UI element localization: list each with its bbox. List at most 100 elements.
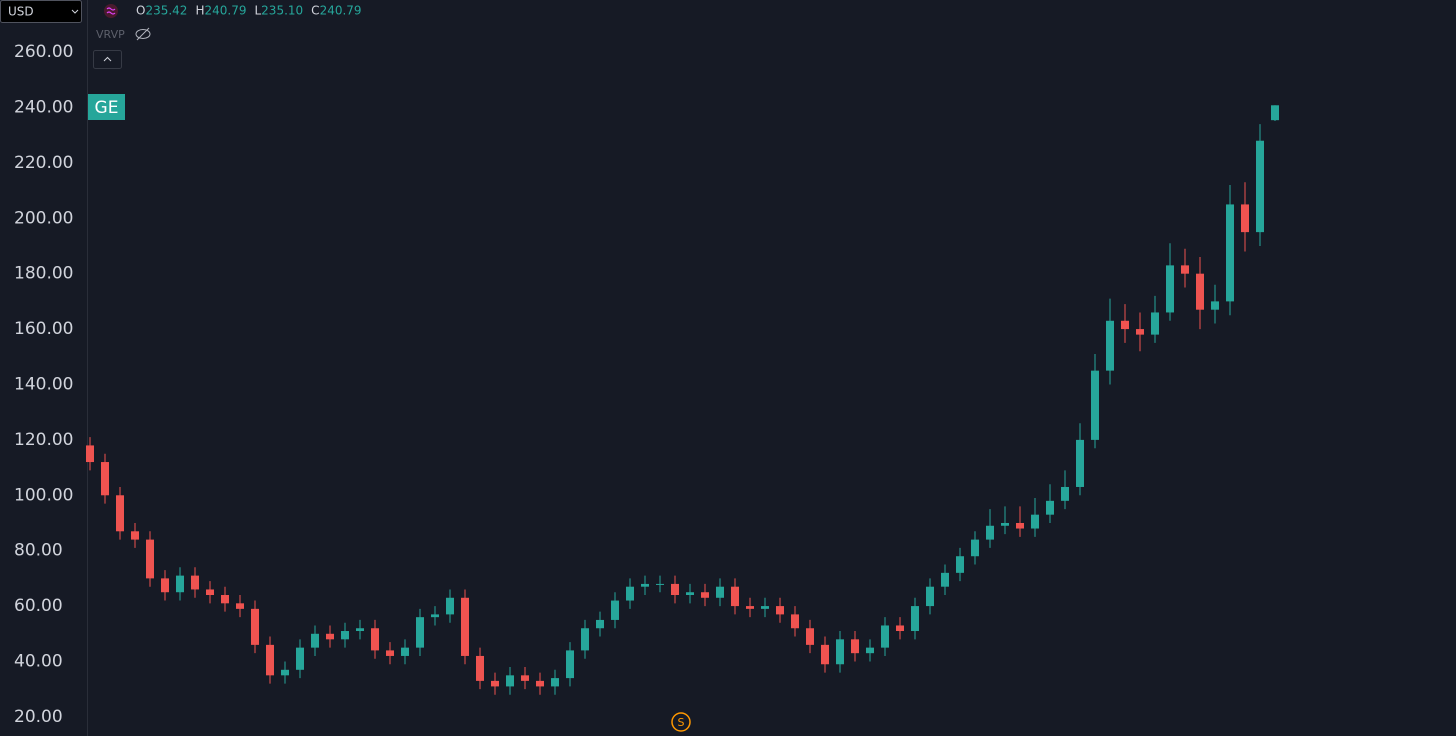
candle-body bbox=[761, 606, 769, 609]
candle-body bbox=[1181, 265, 1189, 274]
candle-body bbox=[1196, 273, 1204, 310]
candle-body bbox=[821, 644, 829, 665]
y-tick-label: 180.00 bbox=[14, 264, 73, 284]
symbol-badge bbox=[88, 94, 125, 120]
ohlc-value: 235.42 bbox=[145, 4, 187, 18]
candle-body bbox=[341, 631, 349, 640]
candle-body bbox=[1226, 204, 1234, 302]
candle-body bbox=[266, 644, 274, 676]
y-tick-label: 140.00 bbox=[14, 374, 73, 394]
candle-body bbox=[281, 669, 289, 676]
candle-body bbox=[1241, 204, 1249, 233]
candle-body bbox=[611, 600, 619, 620]
ohlc-value: 240.79 bbox=[204, 4, 246, 18]
candle-body bbox=[1211, 301, 1219, 310]
candle-body bbox=[1256, 140, 1264, 233]
candle-body bbox=[896, 625, 904, 632]
y-tick-label: 60.00 bbox=[14, 596, 63, 616]
candle-body bbox=[476, 655, 484, 681]
candle-body bbox=[536, 680, 544, 687]
candle-body bbox=[1136, 329, 1144, 335]
candle-body bbox=[386, 650, 394, 656]
candle-body bbox=[716, 586, 724, 598]
candle-body bbox=[416, 617, 424, 648]
y-tick-label: 120.00 bbox=[14, 430, 73, 450]
y-tick-label: 100.00 bbox=[14, 485, 73, 505]
ohlc-value: 240.79 bbox=[320, 4, 362, 18]
collapse-caret bbox=[103, 56, 112, 62]
candle-body bbox=[1031, 514, 1039, 529]
y-tick-label: 160.00 bbox=[14, 319, 73, 339]
dropdown-arrow bbox=[71, 9, 79, 14]
candle-body bbox=[1091, 370, 1099, 440]
hide-icon[interactable] bbox=[135, 27, 151, 41]
collapse-button[interactable] bbox=[93, 50, 122, 69]
candle-body bbox=[911, 606, 919, 632]
ohlc-key: C bbox=[311, 4, 319, 18]
candle-body bbox=[1001, 522, 1009, 526]
candle-body bbox=[671, 583, 679, 596]
candle-body bbox=[551, 678, 559, 687]
candle-body bbox=[746, 606, 754, 609]
candle-body bbox=[176, 575, 184, 593]
candle-body bbox=[731, 586, 739, 607]
candle-body bbox=[806, 628, 814, 645]
candle-body bbox=[446, 597, 454, 615]
y-tick-label: 80.00 bbox=[14, 541, 63, 561]
candle-body bbox=[371, 628, 379, 651]
y-tick-label: 200.00 bbox=[14, 208, 73, 228]
candle-body bbox=[1061, 486, 1069, 501]
candle-body bbox=[521, 675, 529, 681]
candle-body bbox=[851, 639, 859, 654]
symbol-icon-glyph bbox=[106, 7, 116, 15]
candle-body bbox=[146, 539, 154, 579]
currency-label[interactable]: USD bbox=[8, 5, 34, 19]
candle-body bbox=[866, 647, 874, 654]
candles bbox=[86, 105, 1279, 695]
candle-body bbox=[1166, 265, 1174, 313]
collapse-box[interactable] bbox=[93, 50, 122, 69]
y-tick-label: 240.00 bbox=[14, 97, 73, 117]
candle-body bbox=[656, 583, 664, 585]
event-marker[interactable] bbox=[671, 712, 691, 732]
candle-body bbox=[566, 650, 574, 679]
candle-body bbox=[296, 647, 304, 670]
candle-body bbox=[956, 556, 964, 573]
y-tick-label: 40.00 bbox=[14, 651, 63, 671]
candle-body bbox=[131, 531, 139, 540]
candle-body bbox=[221, 595, 229, 604]
candle-body bbox=[86, 445, 94, 463]
candle-body bbox=[1151, 312, 1159, 335]
event-marker-label[interactable]: S bbox=[678, 716, 685, 729]
candle-body bbox=[161, 578, 169, 593]
candle-body bbox=[191, 575, 199, 590]
candle-body bbox=[581, 628, 589, 651]
eye-slash[interactable] bbox=[136, 27, 150, 41]
indicator-label[interactable]: VRVP bbox=[96, 28, 125, 41]
candle-body bbox=[701, 592, 709, 598]
candle-body bbox=[836, 639, 844, 665]
candle-body bbox=[206, 589, 214, 596]
candle-body bbox=[251, 608, 259, 645]
eye[interactable] bbox=[135, 29, 151, 39]
candle-body bbox=[506, 675, 514, 687]
ohlc-key: H bbox=[195, 4, 204, 18]
candle-body bbox=[1046, 500, 1054, 515]
candle-body bbox=[881, 625, 889, 648]
ohlc-value: 235.10 bbox=[261, 4, 303, 18]
candle-body bbox=[926, 586, 934, 607]
candle-body bbox=[1016, 522, 1024, 529]
y-tick-label: 260.00 bbox=[14, 42, 73, 62]
candle-body bbox=[776, 606, 784, 615]
candle-body bbox=[626, 586, 634, 601]
currency-select[interactable]: USD bbox=[0, 0, 82, 23]
y-tick-label: 220.00 bbox=[14, 153, 73, 173]
candle-body bbox=[356, 628, 364, 632]
candle-body bbox=[461, 597, 469, 656]
candle-body bbox=[116, 495, 124, 532]
currency-box[interactable] bbox=[0, 0, 82, 23]
candle-body bbox=[1271, 105, 1279, 121]
symbol-icon bbox=[104, 4, 118, 18]
